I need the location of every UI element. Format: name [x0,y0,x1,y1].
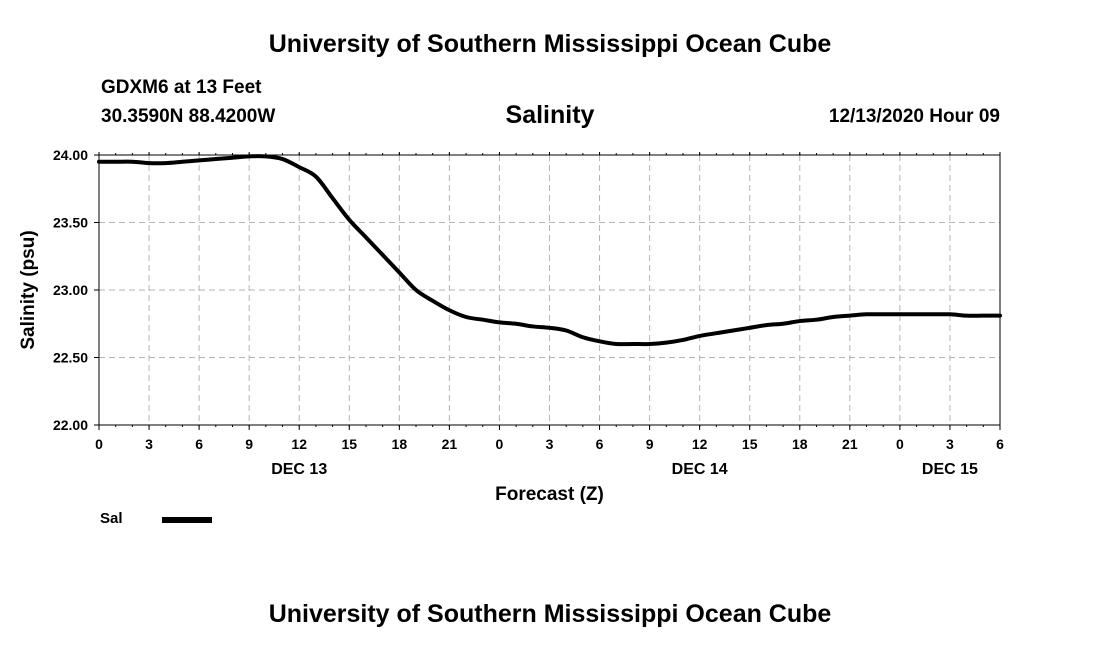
day-labels: DEC 13 DEC 14 DEC 15 [271,461,978,478]
salinity-series-line [97,154,1002,347]
x-tick-labels: 0 3 6 9 12 15 18 21 0 3 6 9 12 15 18 21 0 3 6 [95,436,1004,452]
x-tick-label: 6 [195,436,203,452]
day-label: DEC 15 [922,461,978,478]
day-label: DEC 14 [672,461,728,478]
y-tick-label: 24.00 [53,147,88,163]
y-tick-label: 22.00 [53,417,88,433]
x-tick-label: 0 [95,436,103,452]
footer-title: University of Southern Mississippi Ocean… [268,600,832,628]
grid-lines [99,155,1000,425]
page-title: University of Southern Mississippi Ocean… [268,30,832,58]
x-tick-label: 3 [546,436,554,452]
x-tick-label: 21 [842,436,858,452]
legend-label: Sal [100,510,123,527]
x-tick-label: 3 [145,436,153,452]
x-tick-label: 12 [291,436,307,452]
y-tick-label: 22.50 [53,350,88,366]
legend-swatch [162,517,212,523]
forecast-datetime: 12/13/2020 Hour 09 [828,106,1000,127]
x-tick-label: 18 [392,436,408,452]
x-tick-label: 9 [646,436,654,452]
x-tick-label: 3 [946,436,954,452]
x-tick-label: 0 [496,436,504,452]
y-axis-label: Salinity (psu) [18,230,39,349]
x-axis-label: Forecast (Z) [495,484,604,505]
x-tick-label: 6 [996,436,1004,452]
station-label: GDXM6 at 13 Feet [101,77,262,98]
x-tick-label: 12 [692,436,708,452]
x-tick-label: 15 [341,436,357,452]
y-tick-labels: 22.00 22.50 23.00 23.50 24.00 [53,147,88,433]
x-tick-label: 18 [792,436,808,452]
chart-title: Salinity [505,101,595,129]
station-coordinates: 30.3590N 88.4200W [101,106,276,127]
x-tick-label: 15 [742,436,758,452]
day-label: DEC 13 [271,461,327,478]
y-tick-label: 23.00 [53,282,88,298]
x-tick-label: 9 [245,436,253,452]
axis-ticks [94,152,1001,430]
x-tick-label: 21 [442,436,458,452]
y-tick-label: 23.50 [53,215,88,231]
x-tick-label: 6 [596,436,604,452]
x-tick-label: 0 [896,436,904,452]
